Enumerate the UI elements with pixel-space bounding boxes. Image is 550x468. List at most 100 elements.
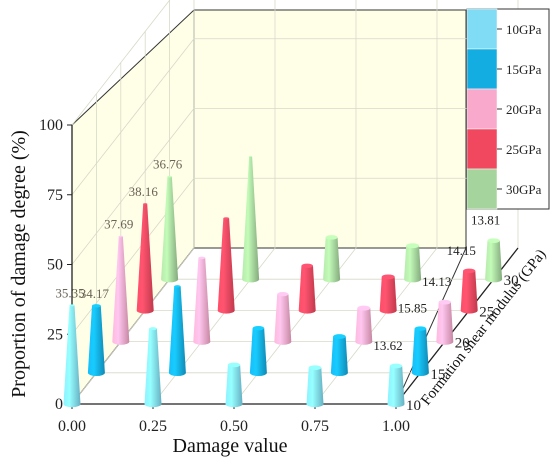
x-tick-label: 0.00	[58, 418, 86, 435]
x-tick-label: 0.25	[139, 418, 167, 435]
cone-20GPa-0	[112, 235, 130, 345]
cone-top	[301, 263, 313, 268]
cone-30GPa-4	[485, 238, 503, 283]
cone-30GPa-2	[323, 235, 341, 283]
cone-body	[306, 367, 324, 408]
cone-body	[242, 156, 260, 283]
cone-20GPa-2	[274, 292, 292, 345]
data-label: 14.15	[447, 243, 476, 258]
y-tick-label: 30	[504, 273, 519, 289]
x-tick-label: 0.75	[301, 418, 329, 435]
cone-15GPa-0	[87, 304, 105, 377]
data-label: 38.16	[129, 184, 159, 199]
legend-swatch	[466, 8, 498, 50]
cone-top	[223, 217, 230, 220]
side-wall-gridline	[71, 108, 195, 265]
legend-swatch	[466, 48, 498, 90]
cone-body	[161, 176, 179, 283]
data-label: 35.35	[55, 285, 84, 300]
cone-top	[252, 325, 265, 331]
cone-25GPa-0	[136, 203, 154, 314]
cone-15GPa-1	[168, 285, 186, 377]
cone-10GPa-0	[63, 304, 81, 408]
cone-top	[381, 274, 395, 280]
cone-top	[118, 235, 123, 238]
legend-label: 25GPa	[506, 142, 542, 157]
legend-label: 20GPa	[506, 102, 542, 117]
cone-10GPa-1	[144, 327, 162, 408]
cone-top	[325, 235, 338, 240]
data-label: 13.62	[373, 338, 402, 353]
cone-20GPa-3	[355, 305, 373, 345]
legend-swatch	[466, 128, 498, 170]
cone-30GPa-1	[242, 155, 260, 283]
cone-body	[168, 286, 186, 377]
data-label: 34.17	[80, 286, 110, 301]
z-tick-label: 100	[39, 117, 63, 134]
cone-body	[87, 305, 105, 377]
back-wall	[193, 9, 467, 249]
cone-top	[357, 305, 371, 311]
cone-15GPa-4	[411, 326, 429, 377]
cone-body	[193, 257, 211, 345]
cone-body	[136, 203, 154, 314]
legend-label: 15GPa	[506, 62, 542, 77]
z-tick-label: 25	[47, 326, 63, 343]
cone-body	[355, 308, 373, 345]
y-tick-label: 10	[406, 398, 421, 414]
cone-body	[298, 265, 316, 314]
z-tick-label: 50	[47, 257, 63, 274]
cone-top	[249, 155, 253, 158]
x-tick-label: 1.00	[382, 418, 410, 435]
data-label: 37.69	[104, 216, 133, 231]
cone-body	[379, 276, 397, 314]
cone-top	[333, 334, 346, 339]
legend-label: 10GPa	[506, 22, 542, 37]
cone-15GPa-2	[249, 325, 267, 377]
data-label: 13.81	[471, 213, 500, 228]
cone-top	[487, 238, 500, 244]
side-wall-gridline	[71, 0, 171, 126]
cone-body	[274, 294, 292, 345]
cone-body	[144, 328, 162, 408]
data-label: 36.76	[153, 157, 183, 172]
cone-20GPa-4	[436, 299, 454, 345]
cone-top	[227, 362, 241, 368]
cone-top	[149, 327, 157, 331]
cone-top	[389, 363, 403, 369]
cone-body	[485, 240, 503, 283]
cone-10GPa-2	[225, 362, 243, 408]
cone-15GPa-3	[330, 334, 348, 377]
cone-body	[249, 328, 267, 377]
cone-body	[436, 302, 454, 345]
cone-top	[406, 243, 420, 249]
z-axis-title: Proportion of damage degree (%)	[8, 130, 30, 398]
cone-body	[112, 236, 130, 345]
x-axis-title: Damage value	[173, 435, 288, 457]
cone-top	[143, 203, 148, 205]
cone-body	[323, 237, 341, 283]
cone-top	[277, 292, 289, 297]
cones	[63, 155, 503, 408]
cone-30GPa-0	[161, 175, 179, 283]
x-tick-label: 0.50	[220, 418, 248, 435]
cone-top	[438, 299, 451, 305]
cone-25GPa-2	[298, 263, 316, 314]
legend-swatch	[466, 88, 498, 130]
data-label: 14.13	[422, 274, 451, 289]
cone-top	[308, 365, 322, 371]
cone-25GPa-3	[379, 274, 397, 314]
y-tick-label: 20	[455, 336, 470, 352]
cone-body	[460, 270, 478, 314]
z-tick-label: 0	[55, 396, 63, 413]
cone-body	[387, 366, 405, 408]
cone-top	[198, 256, 206, 260]
cone-10GPa-4	[387, 363, 405, 408]
z-tick-label: 75	[47, 187, 63, 204]
cone-20GPa-1	[193, 256, 211, 345]
cone-top	[463, 268, 476, 274]
side-wall-gridline	[71, 38, 195, 195]
y-tick-label: 15	[430, 367, 445, 383]
